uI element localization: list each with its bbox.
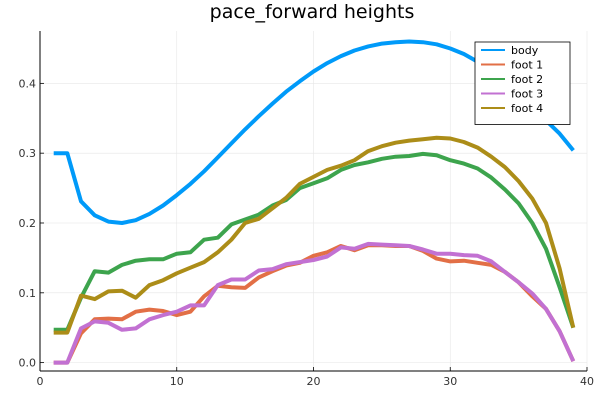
series-lines: [53, 39, 576, 365]
legend-label-foot-4: foot 4: [511, 102, 543, 115]
y-tick-label-0: 0.0: [19, 357, 37, 370]
legend-label-foot-3: foot 3: [511, 88, 543, 101]
x-tick-label-4: 40: [580, 375, 594, 388]
y-tick-label-3: 0.3: [19, 147, 37, 160]
x-tick-label-1: 10: [170, 375, 184, 388]
series-line-foot-3: [53, 241, 576, 365]
legend-label-body: body: [511, 44, 539, 57]
series-line-foot-2: [53, 151, 576, 332]
ticks: 0 10 20 30 40 0.0 0.1 0.2 0.3 0.4: [19, 77, 595, 388]
series-line-foot-1: [53, 243, 576, 365]
series-line-foot-4: [53, 135, 576, 335]
chart-title: pace_forward heights: [210, 1, 415, 23]
x-tick-label-3: 30: [443, 375, 457, 388]
x-tick-label-2: 20: [307, 375, 321, 388]
legend-box: [474, 41, 571, 125]
y-tick-label-2: 0.2: [19, 217, 37, 230]
y-tick-label-1: 0.1: [19, 287, 37, 300]
legend-label-foot-1: foot 1: [511, 59, 543, 72]
legend-label-foot-2: foot 2: [511, 73, 543, 86]
x-tick-label-0: 0: [37, 375, 44, 388]
y-tick-label-4: 0.4: [19, 77, 37, 90]
